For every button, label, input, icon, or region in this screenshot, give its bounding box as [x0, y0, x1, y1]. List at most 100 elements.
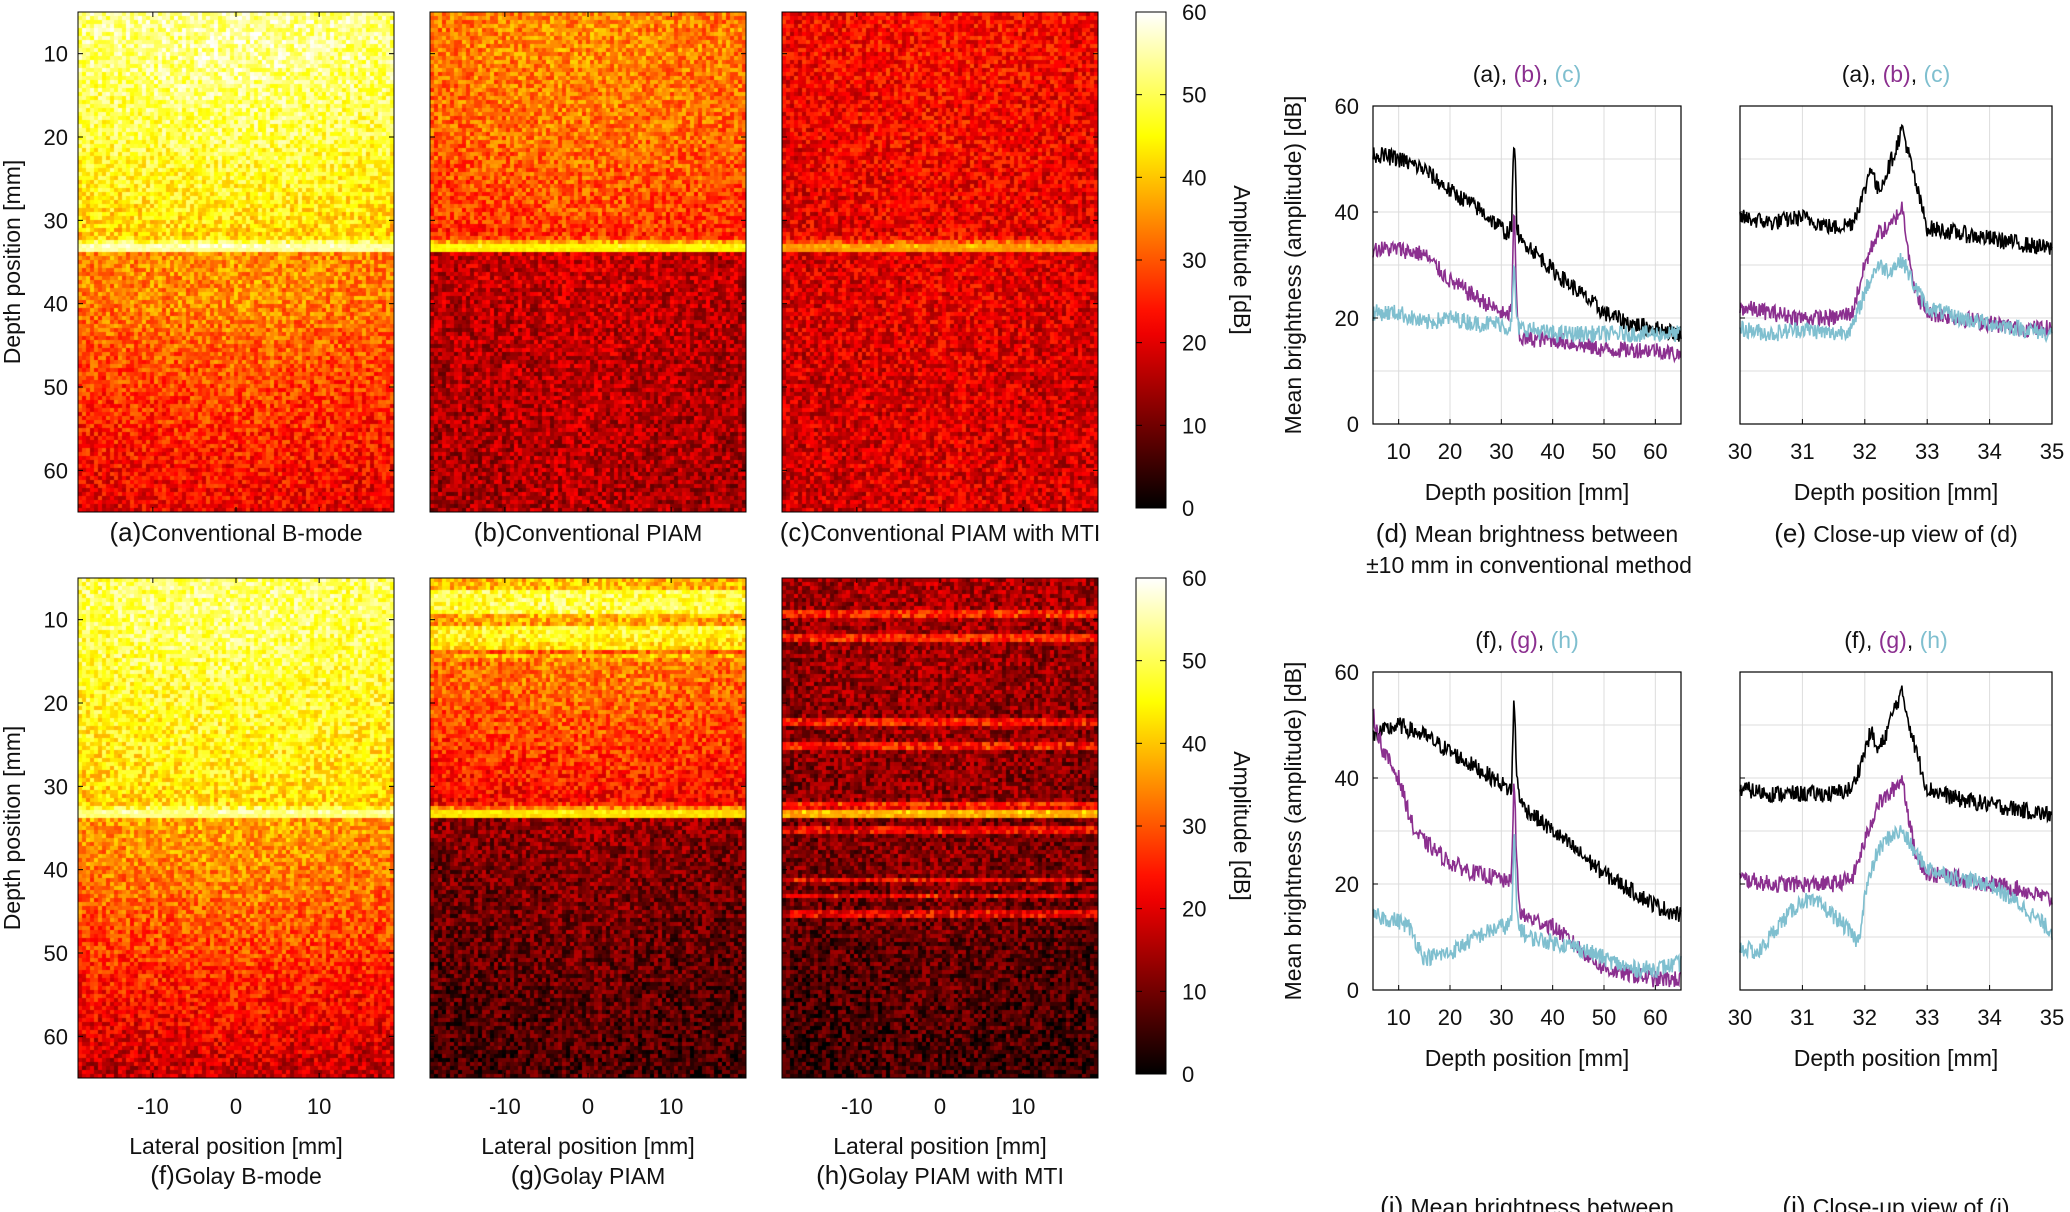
- panel-caption-f: (f)Golay B-mode: [150, 1160, 322, 1190]
- panel-caption-e: (e) Close-up view of (d): [1774, 518, 2018, 548]
- y-tick-label: 20: [44, 125, 68, 150]
- x-tick-label: 60: [1643, 439, 1667, 464]
- colorbar-tick-label: 10: [1182, 413, 1206, 438]
- y-axis-label: Mean brightness (amplitude) [dB]: [1280, 96, 1306, 435]
- colorbar-label: Amplitude [dB]: [1229, 185, 1255, 335]
- y-tick-label: 30: [44, 774, 68, 799]
- y-axis-label: Mean brightness (amplitude) [dB]: [1280, 662, 1306, 1001]
- panel-caption-h: (h)Golay PIAM with MTI: [816, 1160, 1064, 1190]
- y-tick-label: 40: [44, 858, 68, 883]
- x-tick-label: 60: [1643, 1005, 1667, 1030]
- x-tick-label: 32: [1853, 439, 1877, 464]
- line-chart-j: 30 31 32 33 34 35 Depth position [mm] (f), (g),…: [1728, 627, 2064, 1212]
- chart-title: (a), (b), (c): [1842, 61, 1951, 87]
- x-tick-label: 10: [1011, 1094, 1035, 1119]
- x-tick-label: 40: [1540, 1005, 1564, 1030]
- y-tick-label: 60: [44, 458, 68, 483]
- colorbar-tick-label: 30: [1182, 814, 1206, 839]
- x-tick-label: 50: [1592, 1005, 1616, 1030]
- y-tick-label: 60: [44, 1024, 68, 1049]
- series-line-cyan: [1372, 834, 1682, 980]
- x-tick-label: 35: [2040, 1005, 2064, 1030]
- plot-frame: [1372, 105, 1682, 425]
- heatmap-image-f: [78, 578, 394, 1078]
- series-line-black: [1372, 700, 1682, 922]
- x-tick-label: 31: [1790, 439, 1814, 464]
- colorbar-tick-label: 20: [1182, 331, 1206, 356]
- colorbar-tick-label: 0: [1182, 1062, 1194, 1087]
- colorbar-tick-label: 0: [1182, 496, 1194, 521]
- x-tick-label: -10: [841, 1094, 873, 1119]
- x-tick-label: 32: [1853, 1005, 1877, 1030]
- y-tick-label: 30: [44, 208, 68, 233]
- colorbar-tick-label: 40: [1182, 731, 1206, 756]
- chart-title: (a), (b), (c): [1473, 61, 1582, 87]
- series-line-purple: [1372, 213, 1682, 364]
- plot-frame: [1739, 671, 2053, 991]
- colorbar-bottom: 0 10 20 30 40 50 60 Amplitude [dB]: [1135, 566, 1255, 1087]
- x-tick-label: 30: [1489, 1005, 1513, 1030]
- x-axis-label: Depth position [mm]: [1794, 479, 1999, 505]
- y-tick-label: 20: [1335, 872, 1359, 897]
- x-tick-label: -10: [137, 1094, 169, 1119]
- heatmap-panel-h: -10 0 10 Lateral position [mm](h)Golay PIAM…: [781, 577, 1099, 1190]
- x-tick-label: 33: [1915, 439, 1939, 464]
- y-axis-label: Depth position [mm]: [0, 726, 25, 931]
- y-tick-label: 60: [1335, 94, 1359, 119]
- heatmap-panel-c: (c)Conventional PIAM with MTI: [780, 11, 1100, 547]
- colorbar-top: 0 10 20 30 40 50 60 Amplitude [dB]: [1135, 0, 1255, 521]
- heatmap-panel-g: -10 0 10 Lateral position [mm](g)Golay PIAM: [429, 577, 747, 1190]
- panel-caption-b: (b)Conventional PIAM: [474, 517, 703, 547]
- colorbar-label: Amplitude [dB]: [1229, 751, 1255, 901]
- panel-caption-i: (i) Mean brightness between: [1380, 1191, 1674, 1212]
- series-line-cyan: [1372, 263, 1682, 344]
- line-chart-d: 10 20 30 40 50 60 0 20 40 60 Depth position [mm] Me…: [1280, 61, 1692, 578]
- x-axis-label: Lateral position [mm]: [833, 1133, 1046, 1159]
- plot-frame: [1739, 105, 2053, 425]
- y-tick-label: 40: [44, 292, 68, 317]
- line-chart-i: 10 20 30 40 50 60 0 20 40 60 Depth position [mm] Me…: [1280, 627, 1682, 1212]
- y-axis-label: Depth position [mm]: [0, 160, 25, 365]
- panel-caption-j: (j) Close-up view of (i): [1782, 1191, 2009, 1212]
- panel-caption-d: (d) Mean brightness between: [1376, 518, 1678, 548]
- series-line-cyan: [1739, 252, 2053, 344]
- heatmap-panel-a: 10 20 30 40 50 60 Depth position [mm] (a)Conven…: [0, 11, 395, 547]
- heatmap-panel-f: 10 20 30 40 50 60 -10 0 10 Lateral position [mm] D…: [0, 577, 395, 1190]
- heatmap-image-a: [78, 12, 394, 512]
- chart-title: (f), (g), (h): [1475, 627, 1579, 653]
- series-line-purple: [1739, 201, 2053, 339]
- colorbar-tick-label: 50: [1182, 649, 1206, 674]
- colorbar-tick-label: 20: [1182, 897, 1206, 922]
- heatmap-image-b: [430, 12, 746, 512]
- y-tick-label: 20: [1335, 306, 1359, 331]
- x-tick-label: 34: [1977, 1005, 2001, 1030]
- series-line-black: [1372, 146, 1682, 342]
- y-tick-label: 10: [44, 42, 68, 67]
- x-tick-label: 20: [1438, 1005, 1462, 1030]
- y-tick-label: 50: [44, 941, 68, 966]
- panel-caption-a: (a)Conventional B-mode: [110, 517, 363, 547]
- x-axis-label: Depth position [mm]: [1794, 1045, 1999, 1071]
- x-axis-label: Lateral position [mm]: [481, 1133, 694, 1159]
- x-axis-label: Depth position [mm]: [1425, 1045, 1630, 1071]
- line-chart-e: 30 31 32 33 34 35 Depth position [mm] (a), (b),…: [1728, 61, 2064, 548]
- panel-caption-g: (g)Golay PIAM: [511, 1160, 666, 1190]
- chart-title: (f), (g), (h): [1844, 627, 1948, 653]
- colorbar-tick-label: 60: [1182, 566, 1206, 591]
- x-tick-label: 30: [1728, 1005, 1752, 1030]
- plot-frame: [1372, 671, 1682, 991]
- x-tick-label: 33: [1915, 1005, 1939, 1030]
- x-tick-label: 10: [659, 1094, 683, 1119]
- x-tick-label: 50: [1592, 439, 1616, 464]
- x-tick-label: 35: [2040, 439, 2064, 464]
- x-tick-label: 10: [307, 1094, 331, 1119]
- x-tick-label: 30: [1489, 439, 1513, 464]
- panel-caption-d-line2: ±10 mm in conventional method: [1366, 552, 1692, 578]
- series-line-black: [1739, 685, 2053, 824]
- x-axis-label: Lateral position [mm]: [129, 1133, 342, 1159]
- y-tick-label: 20: [44, 691, 68, 716]
- series-line-purple: [1739, 775, 2053, 908]
- y-tick-label: 50: [44, 375, 68, 400]
- x-tick-label: 0: [582, 1094, 594, 1119]
